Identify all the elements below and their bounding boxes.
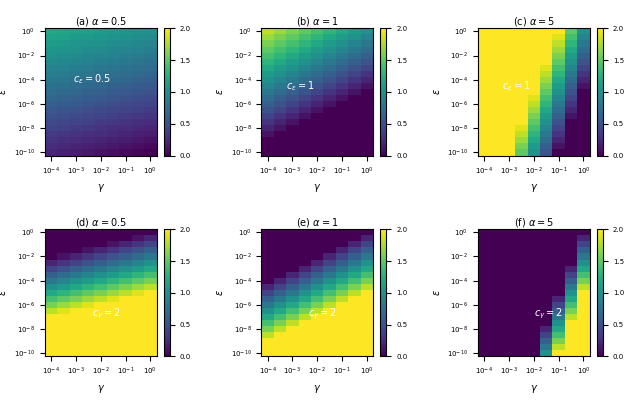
Title: (a) $\alpha = 0.5$: (a) $\alpha = 0.5$ [75, 15, 127, 28]
Y-axis label: $\epsilon$: $\epsilon$ [0, 289, 8, 296]
Text: $c_\epsilon = 1$: $c_\epsilon = 1$ [286, 79, 314, 93]
X-axis label: $\gamma$: $\gamma$ [313, 182, 321, 194]
Y-axis label: $\epsilon$: $\epsilon$ [215, 289, 225, 296]
Text: $c_\gamma = 2$: $c_\gamma = 2$ [92, 306, 120, 320]
X-axis label: $\gamma$: $\gamma$ [530, 182, 538, 194]
Y-axis label: $\epsilon$: $\epsilon$ [431, 88, 442, 96]
Title: (c) $\alpha = 5$: (c) $\alpha = 5$ [513, 15, 555, 28]
X-axis label: $\gamma$: $\gamma$ [97, 383, 105, 395]
X-axis label: $\gamma$: $\gamma$ [97, 182, 105, 194]
Text: $c_\gamma = 2$: $c_\gamma = 2$ [308, 306, 337, 320]
X-axis label: $\gamma$: $\gamma$ [313, 383, 321, 395]
Title: (d) $\alpha = 0.5$: (d) $\alpha = 0.5$ [75, 216, 127, 229]
Text: $c_\gamma = 2$: $c_\gamma = 2$ [534, 306, 563, 320]
X-axis label: $\gamma$: $\gamma$ [530, 383, 538, 395]
Text: $c_\epsilon = 0.5$: $c_\epsilon = 0.5$ [73, 72, 111, 85]
Title: (e) $\alpha = 1$: (e) $\alpha = 1$ [296, 216, 339, 229]
Title: (b) $\alpha = 1$: (b) $\alpha = 1$ [296, 15, 339, 28]
Y-axis label: $\epsilon$: $\epsilon$ [215, 88, 225, 96]
Title: (f) $\alpha = 5$: (f) $\alpha = 5$ [514, 216, 554, 229]
Y-axis label: $\epsilon$: $\epsilon$ [0, 88, 8, 96]
Y-axis label: $\epsilon$: $\epsilon$ [431, 289, 442, 296]
Text: $c_\epsilon = 1$: $c_\epsilon = 1$ [502, 79, 531, 93]
